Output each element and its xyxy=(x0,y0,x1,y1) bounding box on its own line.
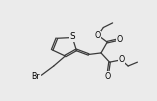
Text: O: O xyxy=(105,72,111,80)
Text: O: O xyxy=(94,32,100,41)
Text: O: O xyxy=(119,55,125,64)
Text: Br: Br xyxy=(32,72,40,81)
Text: O: O xyxy=(116,35,123,44)
Text: S: S xyxy=(70,32,75,41)
